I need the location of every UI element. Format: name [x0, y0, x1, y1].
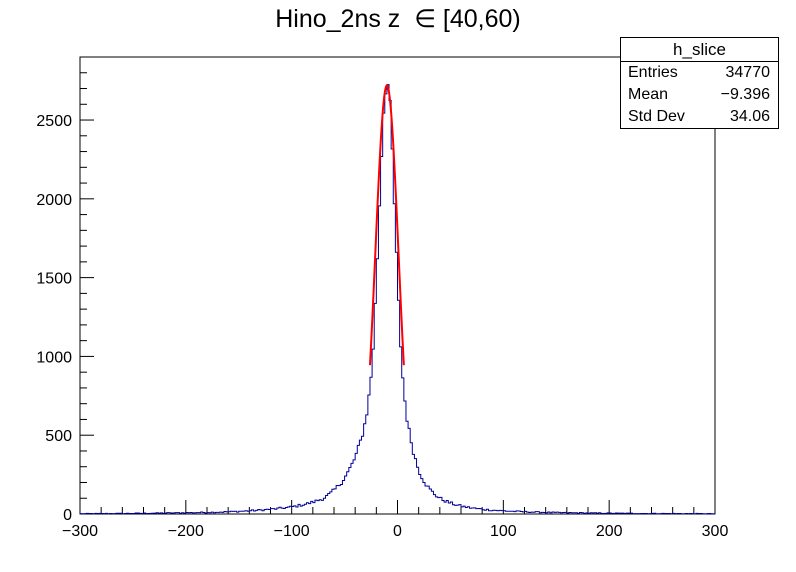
- y-tick-label: 500: [45, 428, 72, 445]
- x-tick-label: 0: [393, 523, 402, 540]
- gaussian-fit-curve: [368, 84, 405, 366]
- y-tick-label: 1000: [36, 349, 72, 366]
- stats-row-stddev: Std Dev 34.06: [621, 106, 778, 128]
- x-tick-label: 200: [596, 523, 623, 540]
- x-tick-label: −300: [62, 523, 98, 540]
- x-tick-label: −200: [168, 523, 204, 540]
- stats-label: Mean: [628, 86, 669, 103]
- stats-value: 34.06: [729, 108, 770, 125]
- y-tick-label: 1500: [36, 271, 72, 288]
- stats-value: −9.396: [720, 86, 770, 103]
- x-tick-label: 100: [490, 523, 517, 540]
- stats-row-entries: Entries 34770: [621, 62, 778, 84]
- x-tick-label: 300: [702, 523, 729, 540]
- y-tick-label: 0: [63, 507, 72, 524]
- chart-title: Hino_2ns z ∈ [40,60): [275, 5, 521, 33]
- stats-value: 34770: [725, 64, 771, 81]
- y-tick-label: 2000: [36, 192, 72, 209]
- stats-label: Entries: [628, 64, 678, 81]
- stats-box-title: h_slice: [621, 38, 778, 62]
- stats-row-mean: Mean −9.396: [621, 84, 778, 106]
- stats-label: Std Dev: [628, 108, 685, 125]
- stats-box: h_slice Entries 34770 Mean −9.396 Std De…: [620, 37, 779, 129]
- histogram-series: [79, 84, 715, 515]
- x-tick-label: −100: [274, 523, 310, 540]
- axis-tick-labels: −300 −200 −100 0 100 200 300 0 500 1000 1500 2000 25…: [36, 113, 728, 540]
- y-tick-label: 2500: [36, 113, 72, 130]
